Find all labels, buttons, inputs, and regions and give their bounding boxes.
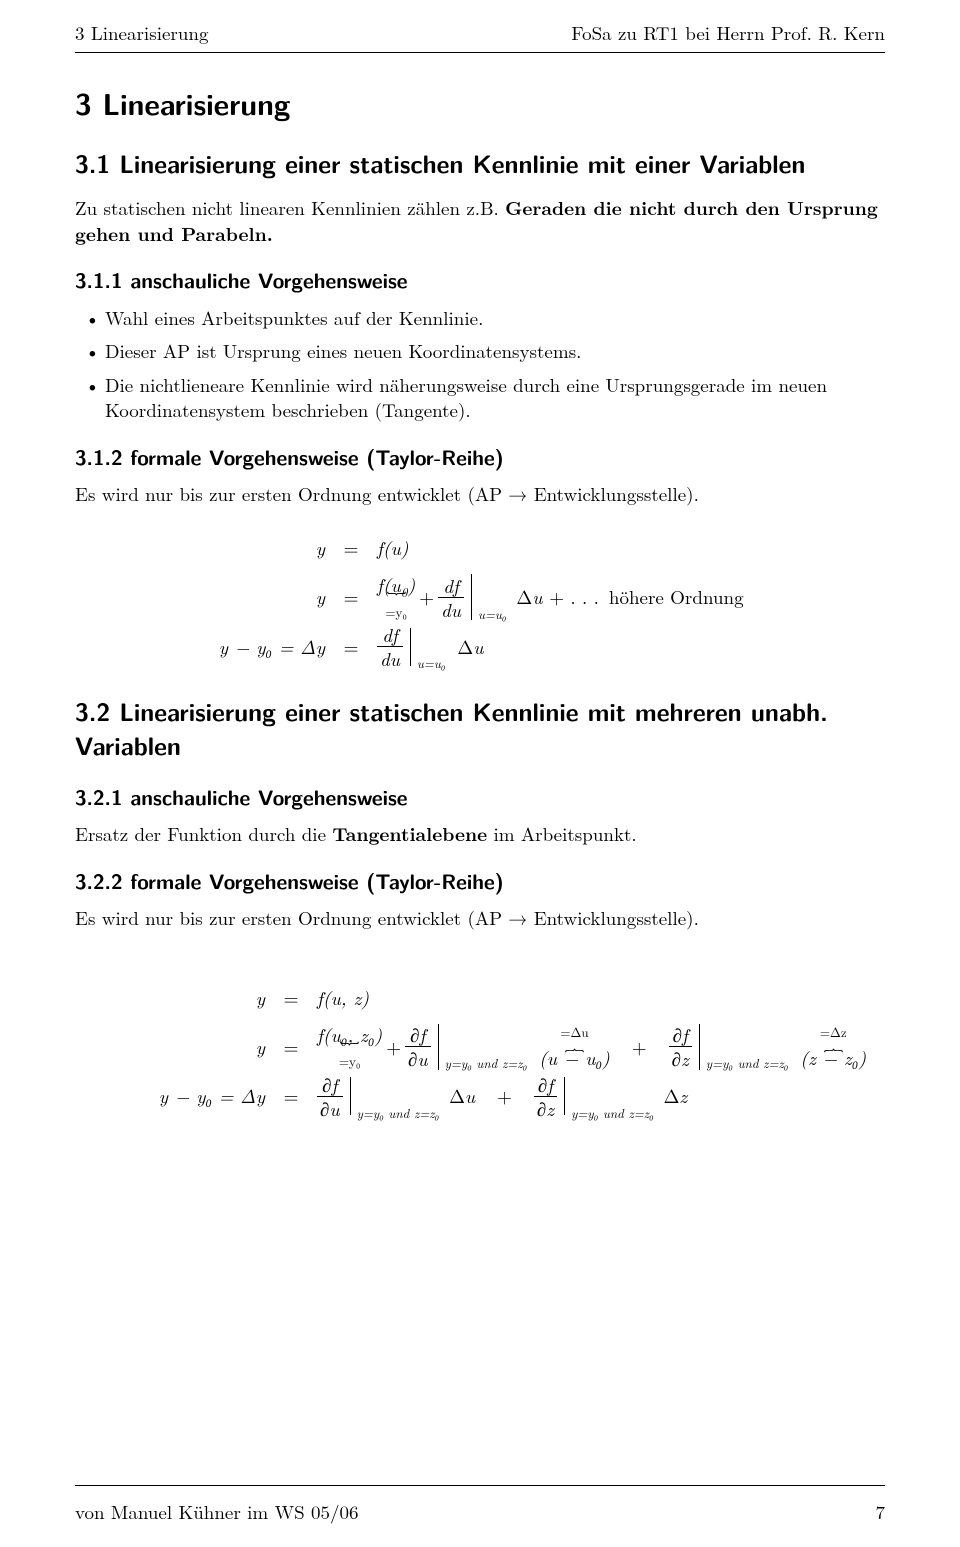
sec311-bullets: Wahl eines Arbeitspunktes auf der Kennli… [75,305,885,424]
sec322-intro: Es wird nur bis zur ersten Ordnung entwi… [75,905,885,931]
section-3-1-title: 3.1 Linearisierung einer statischen Kenn… [75,147,885,181]
eval-bar-icon [410,628,411,666]
page-header: 3 Linearisierung FoSa zu RT1 bei Herrn P… [75,20,885,46]
eq3-frac: df du [377,625,403,668]
eq2b-overbrace-u: =Δu ︷ (u − u₀) [539,1025,610,1069]
eval-bar-icon [699,1024,700,1070]
section-3-1-2-title: 3.1.2 formale Vorgehensweise (Taylor-Rei… [75,443,885,471]
eq1-rhs: f(u) [367,523,409,572]
taylor-1var-equations: y = f(u) y = f(u0) ︸ =y₀ + df du u=u₀ [75,523,885,671]
eq3-lhs: y − y₀ = Δy [195,622,335,671]
footer-page-number: 7 [875,1499,885,1525]
page-footer: von Manuel Kühner im WS 05/06 7 [75,1499,885,1525]
sec321-text: Ersatz der Funktion durch die Tangential… [75,821,885,847]
eval-bar-icon [350,1077,351,1115]
bullet-3: Die nichtlieneare Kennlinie wird näherun… [105,372,885,423]
sec31-intro: Zu statischen nicht linearen Kennlinien … [75,195,885,246]
eval-bar-icon [471,574,472,620]
sec312-intro: Es wird nur bis zur ersten Ordnung entwi… [75,481,885,507]
header-right: FoSa zu RT1 bei Herrn Prof. R. Kern [571,20,885,46]
eval-bar-icon [564,1077,565,1115]
eq2-row-2: y = f(u₀, z₀) ︸ =y₀ + ∂f ∂u y=y₀ und z=z… [135,1022,885,1071]
bullet-2: Dieser AP ist Ursprung eines neuen Koord… [105,338,885,364]
bullet-1: Wahl eines Arbeitspunktes auf der Kennli… [105,305,885,331]
header-left: 3 Linearisierung [75,20,209,46]
footer-left: von Manuel Kühner im WS 05/06 [75,1499,359,1525]
section-3-2-1-title: 3.2.1 anschauliche Vorgehensweise [75,783,885,811]
eq-row-2: y = f(u0) ︸ =y₀ + df du u=u₀ Δu + . . . … [195,572,885,621]
section-3-1-1-title: 3.1.1 anschauliche Vorgehensweise [75,266,885,294]
header-rule [75,52,885,53]
eq2b-overbrace-z: =Δz ︷ (z − z₀) [800,1025,866,1069]
eq1-lhs: y [195,523,335,572]
eq2-row-1: y = f(u, z) [135,973,885,1022]
eval-bar-icon [438,1024,439,1070]
section-3-title: 3 Linearisierung [75,83,885,124]
sec31-intro-a: Zu statischen nicht linearen Kennlinien … [75,194,505,221]
section-3-2-2-title: 3.2.2 formale Vorgehensweise (Taylor-Rei… [75,867,885,895]
eq2-frac: df du [438,576,464,619]
footer-rule [75,1485,885,1486]
taylor-2var-equations: y = f(u, z) y = f(u₀, z₀) ︸ =y₀ + ∂f ∂u … [75,973,885,1121]
eq-row-1: y = f(u) [195,523,885,572]
eq2-row-3: y − y₀ = Δy = ∂f ∂u y=y₀ und z=z₀ Δu + ∂… [135,1071,885,1120]
eq2-lhs: y [195,572,335,621]
section-3-2-title: 3.2 Linearisierung einer statischen Kenn… [75,695,885,763]
eq2b-underbrace: f(u₀, z₀) ︸ =y₀ [317,1025,382,1069]
eq2-underbrace: f(u0) ︸ =y₀ [377,575,415,619]
eq-row-3: y − y₀ = Δy = df du u=u₀ Δu [195,622,885,671]
